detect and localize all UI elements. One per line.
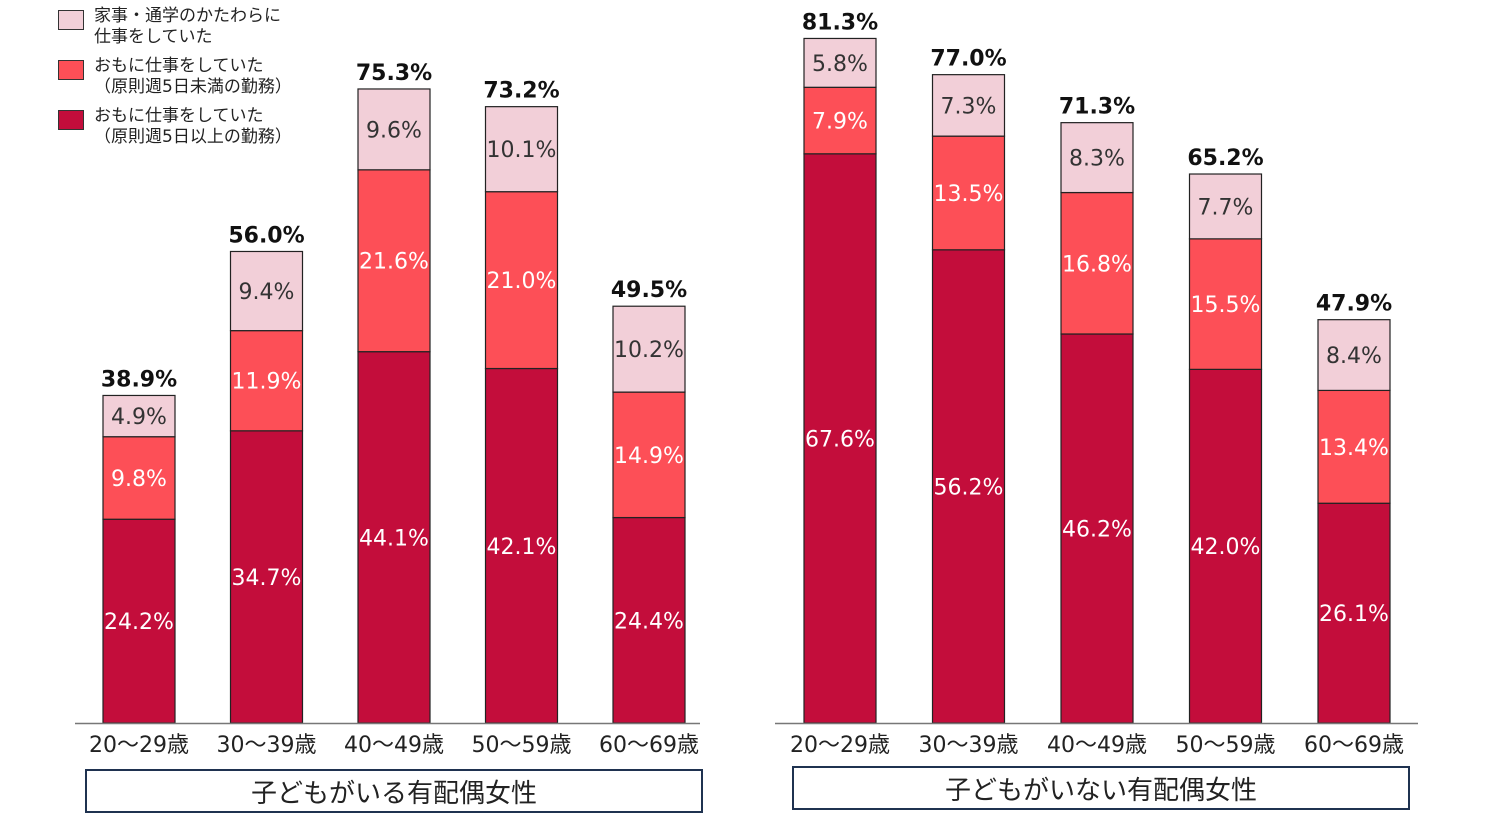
bar-without-children-5-side-job [1317, 319, 1391, 392]
total-label-without-children-4: 65.2% [1187, 146, 1263, 171]
legend-swatch-full-time [58, 110, 84, 130]
bar-with-children-4-full-time [484, 367, 559, 724]
category-label-with-children-3: 40～49歳 [344, 733, 444, 758]
data-label-without-children-3-part-time: 16.8% [1062, 252, 1132, 277]
category-label-without-children-4: 50～59歳 [1176, 733, 1276, 758]
category-label-without-children-3: 40～49歳 [1047, 733, 1147, 758]
data-label-with-children-1-side-job: 4.9% [111, 405, 167, 430]
data-label-without-children-5-side-job: 8.4% [1326, 344, 1382, 369]
data-label-without-children-3-side-job: 8.3% [1069, 147, 1125, 172]
data-label-with-children-3-full-time: 44.1% [359, 526, 429, 551]
bar-with-children-4-part-time [484, 191, 559, 370]
bar-with-children-5-full-time [612, 516, 686, 724]
category-label-without-children-1: 20～29歳 [790, 733, 890, 758]
legend-label-part-time: おもに仕事をしていた （原則週5日未満の勤務） [94, 56, 292, 97]
data-label-with-children-2-part-time: 11.9% [232, 370, 302, 395]
legend-swatch-side-job [58, 10, 84, 30]
data-label-with-children-4-side-job: 10.1% [487, 138, 557, 163]
data-label-without-children-4-full-time: 42.0% [1191, 535, 1261, 560]
total-label-without-children-3: 71.3% [1059, 95, 1135, 120]
data-label-with-children-1-full-time: 24.2% [104, 610, 174, 635]
bar-without-children-1-full-time [803, 153, 877, 724]
legend: 家事・通学のかたわらに 仕事をしていた おもに仕事をしていた （原則週5日未満の… [58, 6, 358, 156]
bar-with-children-2-full-time [229, 430, 304, 724]
legend-label-side-job: 家事・通学のかたわらに 仕事をしていた [94, 6, 281, 47]
legend-item-full-time: おもに仕事をしていた （原則週5日以上の勤務） [58, 106, 358, 156]
bar-with-children-2-side-job [229, 250, 304, 332]
legend-item-side-job: 家事・通学のかたわらに 仕事をしていた [58, 6, 358, 56]
total-label-with-children-1: 38.9% [101, 367, 177, 392]
total-label-without-children-2: 77.0% [930, 47, 1006, 72]
bar-without-children-5-full-time [1317, 502, 1391, 724]
data-label-with-children-5-part-time: 14.9% [614, 444, 684, 469]
bar-without-children-3-side-job [1060, 122, 1134, 194]
bar-with-children-1-side-job [102, 394, 176, 438]
data-label-with-children-3-side-job: 9.6% [366, 118, 422, 143]
bar-without-children-4-full-time [1188, 368, 1263, 724]
category-label-with-children-4: 50～59歳 [472, 733, 572, 758]
data-label-with-children-2-side-job: 9.4% [239, 280, 295, 305]
data-label-with-children-4-full-time: 42.1% [487, 535, 557, 560]
bar-with-children-5-side-job [612, 305, 686, 393]
bar-with-children-1-full-time [102, 518, 176, 724]
total-label-with-children-4: 73.2% [483, 79, 559, 104]
data-label-without-children-5-part-time: 13.4% [1319, 436, 1389, 461]
category-label-without-children-5: 60～69歳 [1304, 733, 1404, 758]
bar-without-children-3-part-time [1060, 191, 1134, 335]
bar-with-children-2-part-time [229, 330, 304, 432]
bar-without-children-4-part-time [1188, 238, 1263, 370]
total-label-with-children-5: 49.5% [611, 278, 687, 303]
data-label-without-children-4-side-job: 7.7% [1198, 195, 1254, 220]
data-label-without-children-4-part-time: 15.5% [1191, 293, 1261, 318]
data-label-without-children-1-side-job: 5.8% [812, 52, 868, 77]
category-label-with-children-2: 30～39歳 [217, 733, 317, 758]
legend-label-full-time: おもに仕事をしていた （原則週5日以上の勤務） [94, 106, 292, 147]
category-label-with-children-1: 20～29歳 [89, 733, 189, 758]
bar-without-children-2-side-job [931, 74, 1006, 137]
data-label-without-children-1-part-time: 7.9% [812, 110, 868, 135]
bar-without-children-3-full-time [1060, 333, 1134, 724]
data-label-without-children-2-full-time: 56.2% [934, 475, 1004, 500]
category-label-with-children-5: 60～69歳 [599, 733, 699, 758]
data-label-without-children-2-side-job: 7.3% [941, 94, 997, 119]
total-label-with-children-3: 75.3% [356, 61, 432, 86]
bar-with-children-3-part-time [357, 169, 431, 353]
total-label-without-children-1: 81.3% [802, 10, 878, 35]
category-label-without-children-2: 30～39歳 [919, 733, 1019, 758]
total-label-without-children-5: 47.9% [1316, 292, 1392, 317]
bar-without-children-1-side-job [803, 37, 877, 88]
data-label-with-children-5-side-job: 10.2% [614, 338, 684, 363]
data-label-with-children-2-full-time: 34.7% [232, 566, 302, 591]
total-label-with-children-2: 56.0% [228, 223, 304, 248]
bar-with-children-4-side-job [484, 106, 559, 193]
legend-swatch-part-time [58, 60, 84, 80]
bar-without-children-1-part-time [803, 86, 877, 155]
bar-without-children-5-part-time [1317, 389, 1391, 504]
legend-item-part-time: おもに仕事をしていた （原則週5日未満の勤務） [58, 56, 358, 106]
data-label-with-children-5-full-time: 24.4% [614, 609, 684, 634]
group-label-with-children: 子どもがいる有配偶女性 [85, 769, 703, 813]
bar-without-children-2-full-time [931, 249, 1006, 724]
group-label-without-children: 子どもがいない有配偶女性 [792, 766, 1410, 810]
bar-with-children-3-side-job [357, 88, 431, 171]
data-label-with-children-3-part-time: 21.6% [359, 250, 429, 275]
data-label-without-children-3-full-time: 46.2% [1062, 517, 1132, 542]
bar-without-children-4-side-job [1188, 173, 1263, 240]
data-label-without-children-2-part-time: 13.5% [934, 182, 1004, 207]
data-label-without-children-1-full-time: 67.6% [805, 427, 875, 452]
data-label-with-children-4-part-time: 21.0% [487, 269, 557, 294]
data-label-without-children-5-full-time: 26.1% [1319, 602, 1389, 627]
data-label-with-children-1-part-time: 9.8% [111, 467, 167, 492]
